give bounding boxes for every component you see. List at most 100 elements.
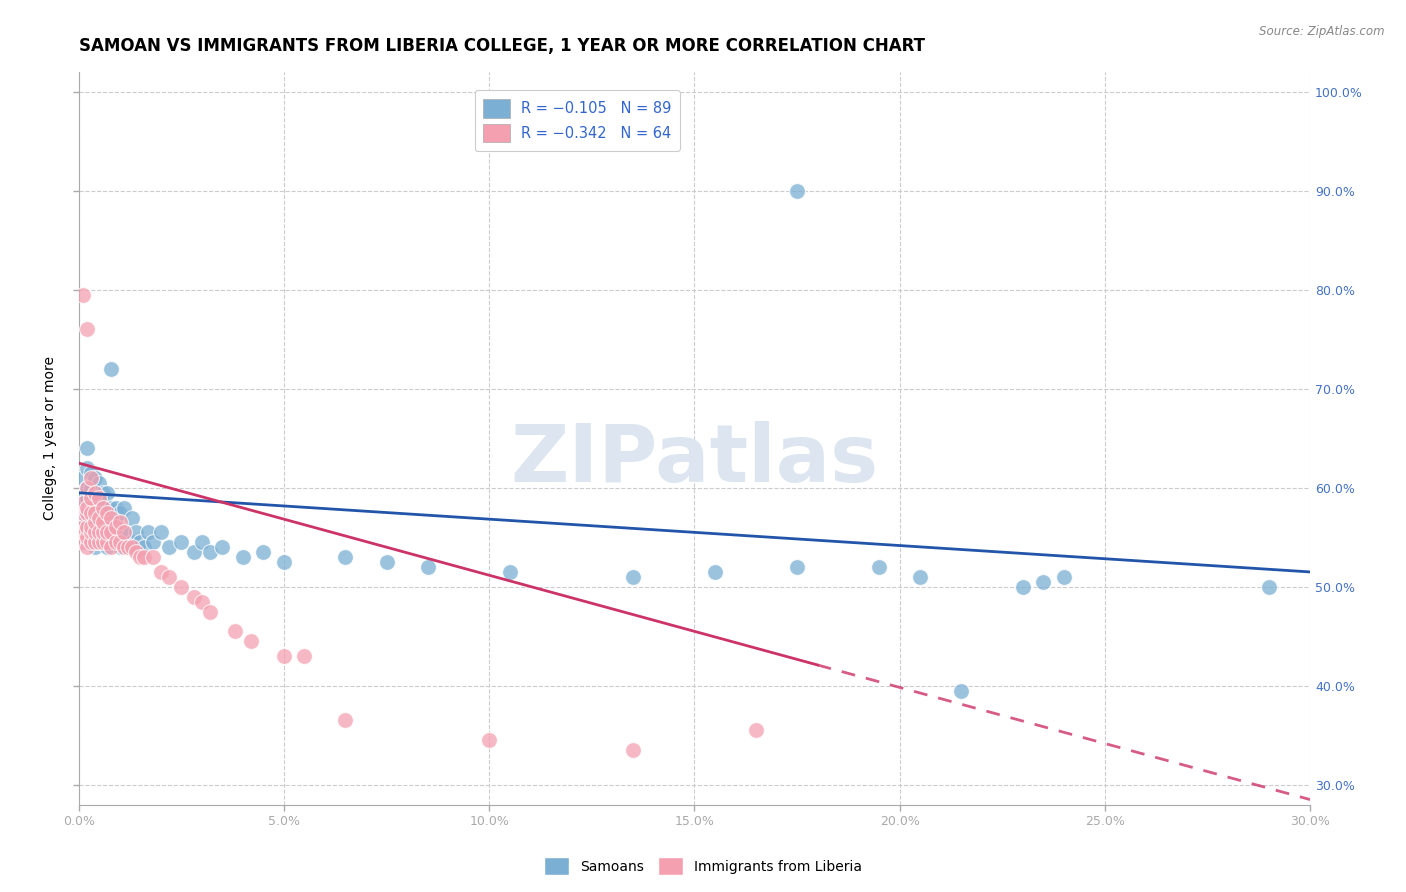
Point [76, 481, 98, 495]
Point [84, 516, 107, 530]
Text: SAMOAN VS IMMIGRANTS FROM LIBERIA COLLEGE, 1 YEAR OR MORE CORRELATION CHART: SAMOAN VS IMMIGRANTS FROM LIBERIA COLLEG… [79, 37, 925, 55]
Point [273, 648, 295, 663]
Point [84, 510, 107, 524]
Point [96, 540, 118, 554]
Point [96, 520, 118, 534]
Point [621, 743, 644, 757]
Point [76, 525, 98, 540]
Point [76, 491, 98, 505]
Point [112, 525, 135, 540]
Point [84, 500, 107, 515]
Point [80, 506, 103, 520]
Point [72, 535, 94, 549]
Point [138, 525, 160, 540]
Point [191, 535, 214, 549]
Text: ZIPatlas: ZIPatlas [510, 421, 879, 500]
Point [80, 491, 103, 505]
Point [1053, 570, 1076, 584]
Point [91, 500, 114, 515]
Point [72, 525, 94, 540]
Point [100, 535, 122, 549]
Point [170, 535, 193, 549]
Point [89, 525, 111, 540]
Point [84, 485, 107, 500]
Point [112, 540, 135, 554]
Point [121, 540, 143, 554]
Point [786, 560, 808, 574]
Point [416, 560, 439, 574]
Point [183, 545, 205, 559]
Point [80, 520, 103, 534]
Point [84, 485, 107, 500]
Point [273, 555, 295, 569]
Point [91, 510, 114, 524]
Point [335, 714, 357, 728]
Point [125, 545, 148, 559]
Point [76, 510, 98, 524]
Point [91, 525, 114, 540]
Point [100, 540, 122, 554]
Point [108, 540, 131, 554]
Point [84, 525, 107, 540]
Point [104, 520, 127, 534]
Point [96, 485, 118, 500]
Point [100, 362, 122, 376]
Point [129, 550, 152, 565]
Point [80, 491, 103, 505]
Point [134, 540, 156, 554]
Point [745, 723, 768, 738]
Point [80, 516, 103, 530]
Point [96, 525, 118, 540]
Point [157, 540, 180, 554]
Point [104, 535, 127, 549]
Point [76, 461, 98, 475]
Point [89, 475, 111, 490]
Point [108, 525, 131, 540]
Point [89, 491, 111, 505]
Point [84, 540, 107, 554]
Point [134, 550, 156, 565]
Point [80, 520, 103, 534]
Point [100, 500, 122, 515]
Point [211, 540, 233, 554]
Point [1032, 574, 1054, 589]
Point [80, 535, 103, 549]
Point [703, 565, 725, 579]
Point [96, 525, 118, 540]
Point [80, 506, 103, 520]
Point [76, 540, 98, 554]
Point [240, 634, 263, 648]
Point [104, 520, 127, 534]
Point [950, 683, 973, 698]
Point [252, 545, 274, 559]
Point [198, 605, 221, 619]
Point [89, 535, 111, 549]
Point [170, 580, 193, 594]
Point [141, 550, 163, 565]
Point [80, 471, 103, 485]
Point [76, 441, 98, 455]
Point [335, 550, 357, 565]
Point [375, 555, 398, 569]
Point [84, 520, 107, 534]
Point [91, 520, 114, 534]
Point [121, 535, 143, 549]
Point [183, 590, 205, 604]
Point [108, 516, 131, 530]
Point [89, 535, 111, 549]
Point [84, 535, 107, 549]
Y-axis label: College, 1 year or more: College, 1 year or more [44, 356, 58, 520]
Point [72, 288, 94, 302]
Point [100, 525, 122, 540]
Point [117, 540, 139, 554]
Point [84, 471, 107, 485]
Point [294, 648, 316, 663]
Point [478, 733, 501, 747]
Point [91, 535, 114, 549]
Point [125, 525, 148, 540]
Point [80, 481, 103, 495]
Point [198, 545, 221, 559]
Point [91, 516, 114, 530]
Point [786, 184, 808, 198]
Point [1258, 580, 1281, 594]
